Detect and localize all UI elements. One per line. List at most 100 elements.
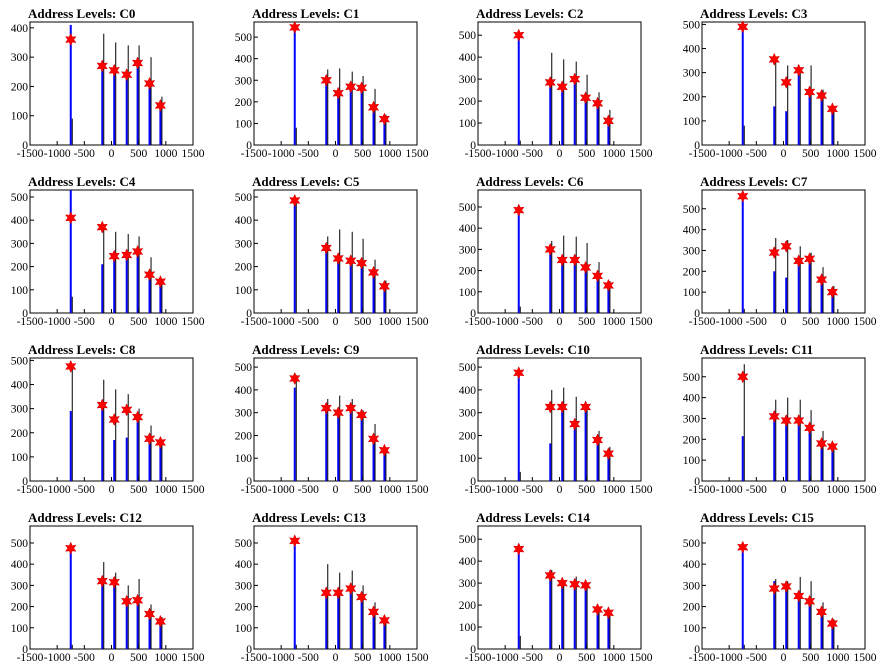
peak-marker: [780, 75, 792, 89]
peak-marker: [154, 98, 167, 113]
histogram-bar: [517, 549, 520, 649]
peak-marker: [579, 400, 592, 414]
x-tick-label: 0: [109, 316, 115, 328]
peak-marker: [131, 410, 144, 424]
plot-frame: [29, 189, 194, 314]
peak-marker: [108, 249, 120, 263]
peak-marker: [591, 433, 604, 447]
y-tick-label: 0: [22, 308, 28, 320]
peak-marker: [143, 607, 156, 621]
y-tick-label: 300: [683, 580, 701, 592]
x-tick-label: 500: [802, 148, 820, 160]
histogram-bar: [741, 26, 744, 145]
y-tick-label: 400: [235, 54, 253, 66]
histogram-bar: [372, 109, 375, 145]
plot-frame: [477, 189, 642, 314]
histogram-bar: [820, 445, 823, 481]
y-tick-label: 500: [235, 362, 253, 374]
y-tick-label: 200: [235, 602, 253, 614]
y-tick-label: 0: [694, 476, 700, 488]
histogram-bar: [325, 594, 328, 649]
y-tick-label: 400: [235, 215, 253, 227]
x-tick-label: 1000: [378, 148, 401, 160]
peak-marker: [815, 605, 828, 619]
y-tick-label: 0: [22, 476, 28, 488]
y-tick-label: 300: [683, 68, 701, 80]
peak-marker: [591, 269, 604, 283]
histogram-bar: [773, 271, 776, 313]
y-tick-label: 100: [11, 452, 29, 464]
histogram-bar: [517, 210, 520, 313]
histogram-bar: [383, 452, 386, 481]
x-tick-label: 1500: [854, 484, 877, 496]
histogram-bar: [337, 260, 340, 313]
x-tick-label: 1500: [630, 316, 653, 328]
x-tick-label: 1500: [406, 652, 429, 664]
y-tick-label: 200: [11, 602, 29, 614]
y-tick-label: 0: [694, 308, 700, 320]
histogram-bar: [584, 585, 587, 649]
x-tick-label: 500: [578, 148, 596, 160]
y-tick-label: 300: [683, 413, 701, 425]
x-tick-label: -500: [746, 484, 767, 496]
peak-marker: [378, 443, 391, 457]
peak-marker: [154, 614, 167, 629]
peak-marker: [344, 401, 357, 415]
y-tick-label: 400: [11, 380, 29, 392]
x-tick-label: 1000: [826, 316, 849, 328]
chart-panel: Address Levels: C12 100 200 300 400 500 0 -1500…: [0, 504, 224, 672]
peak-marker: [568, 577, 581, 591]
histogram-bar: [125, 437, 128, 481]
peak-marker: [826, 439, 839, 454]
histogram-bar: [349, 589, 352, 649]
x-tick-label: 1500: [854, 148, 877, 160]
histogram-bar: [293, 27, 296, 145]
histogram-bar: [561, 88, 564, 145]
peak-marker: [131, 244, 144, 259]
histogram-bar: [136, 60, 139, 145]
peak-marker: [602, 447, 615, 461]
histogram-bar: [517, 373, 520, 481]
y-tick-label: 400: [683, 393, 701, 405]
y-tick-label: 200: [683, 92, 701, 104]
x-tick-label: -500: [522, 652, 543, 664]
peak-marker: [367, 265, 380, 280]
histogram-bar: [372, 274, 375, 313]
histogram-bar: [741, 436, 744, 481]
peak-marker: [143, 76, 156, 91]
x-tick-label: 1500: [854, 652, 877, 664]
x-tick-label: -1000: [44, 484, 71, 496]
x-tick-label: 0: [333, 484, 339, 496]
peak-marker: [768, 581, 780, 596]
x-tick-label: -500: [746, 316, 767, 328]
x-tick-label: 0: [781, 148, 787, 160]
x-tick-label: -1000: [716, 652, 743, 664]
peak-marker: [792, 63, 805, 77]
peak-marker: [332, 586, 344, 600]
x-tick-label: -1500: [17, 148, 44, 160]
histogram-bar: [101, 408, 104, 481]
plot-frame: [29, 525, 194, 650]
chart-panel: Address Levels: C13 100 200 300 400 500 0 -1500…: [224, 504, 448, 672]
x-tick-label: -500: [746, 148, 767, 160]
histogram-bar: [596, 442, 599, 481]
x-tick-label: 1500: [854, 316, 877, 328]
y-tick-label: 300: [11, 52, 29, 64]
histogram-bar: [773, 418, 776, 481]
peak-marker: [108, 575, 120, 589]
peak-marker: [568, 417, 581, 431]
x-tick-label: 0: [557, 484, 563, 496]
chart-title: Address Levels: C8: [28, 342, 136, 357]
histogram-bar: [773, 581, 776, 649]
histogram-bar: [69, 411, 72, 481]
histogram-bar: [573, 262, 576, 313]
y-tick-label: 200: [11, 428, 29, 440]
histogram-bar: [607, 123, 610, 145]
y-tick-label: 400: [459, 556, 477, 568]
y-tick-label: 200: [459, 96, 477, 108]
